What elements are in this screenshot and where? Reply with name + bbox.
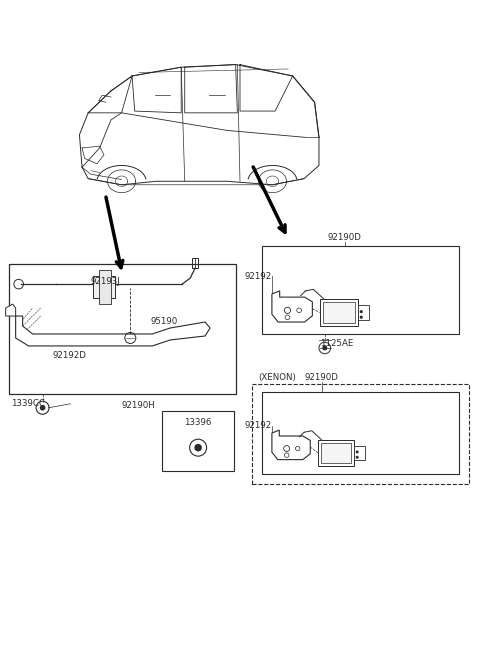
Text: 95190: 95190 <box>150 317 178 325</box>
Text: 1339CC: 1339CC <box>11 400 45 408</box>
Bar <box>262 246 459 334</box>
Text: 92192: 92192 <box>245 421 272 430</box>
Text: 92190D: 92190D <box>305 373 339 382</box>
Text: 1125AE: 1125AE <box>320 339 353 348</box>
Bar <box>321 443 351 462</box>
Text: 92190H: 92190H <box>121 401 155 410</box>
Circle shape <box>360 316 363 319</box>
Bar <box>262 392 459 474</box>
Circle shape <box>322 346 327 350</box>
Polygon shape <box>99 270 111 304</box>
Circle shape <box>356 456 359 459</box>
Polygon shape <box>272 291 312 322</box>
Bar <box>252 384 469 483</box>
Bar <box>320 299 358 326</box>
Text: 92190D: 92190D <box>328 234 361 242</box>
Polygon shape <box>6 304 16 316</box>
Text: 92192D: 92192D <box>52 351 86 360</box>
Circle shape <box>40 405 46 411</box>
Text: 92193J: 92193J <box>91 277 120 286</box>
Text: 92192: 92192 <box>245 272 272 281</box>
Circle shape <box>360 310 363 314</box>
Polygon shape <box>94 276 115 298</box>
Text: 13396: 13396 <box>184 418 212 427</box>
Bar <box>318 440 354 466</box>
Bar <box>9 264 236 394</box>
Bar <box>323 302 355 323</box>
Circle shape <box>194 444 202 451</box>
Bar <box>162 411 234 470</box>
Polygon shape <box>16 316 210 346</box>
Bar <box>354 446 365 460</box>
Polygon shape <box>272 430 310 460</box>
Bar <box>358 305 369 319</box>
Text: (XENON): (XENON) <box>258 373 296 382</box>
Circle shape <box>356 451 359 453</box>
